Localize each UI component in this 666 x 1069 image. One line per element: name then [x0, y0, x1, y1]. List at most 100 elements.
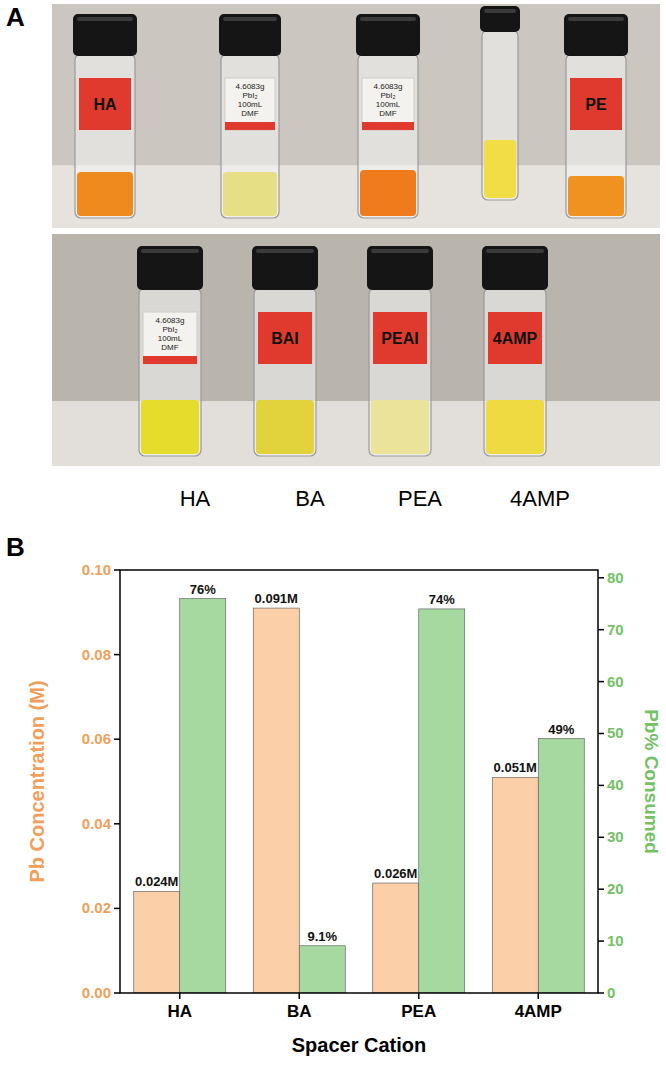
- vial-cap: [480, 6, 520, 32]
- x-axis-title: Spacer Cation: [292, 1034, 426, 1056]
- bar: [180, 599, 226, 993]
- vial-label-line: 4.6083g: [236, 82, 265, 91]
- y2-tick: [598, 577, 604, 579]
- x-tick-label: 4AMP: [515, 1002, 562, 1021]
- y2-tick-label: 50: [607, 724, 624, 741]
- y2-axis-title: Pb% Consumed: [641, 709, 662, 854]
- bar: [419, 609, 465, 993]
- vial-label: 4.6083gPbI₂100mLDMF: [374, 82, 403, 118]
- vial-label: 4.6083gPbI₂100mLDMF: [236, 82, 265, 118]
- vial-label: 4AMP: [493, 330, 538, 347]
- vial-tape-red: [143, 356, 197, 364]
- vial-label: PEAI: [381, 330, 418, 347]
- vial-label-line: PbI₂: [380, 91, 395, 100]
- photo-caption: BA: [295, 486, 325, 511]
- vial-cap-highlight: [486, 249, 544, 253]
- photo-bottom: 4.6083gPbI₂100mLDMFBAIPEAI4AMP: [52, 234, 660, 466]
- data-label: 0.024M: [135, 874, 178, 889]
- vial-cap-highlight: [77, 17, 133, 21]
- vial-label-line: 4.6083g: [374, 82, 403, 91]
- vial-cap: [252, 246, 318, 290]
- vial-label-line: PbI₂: [162, 325, 177, 334]
- vial-tape: [488, 312, 542, 364]
- y-tick: [114, 908, 120, 910]
- vial-cap-highlight: [141, 249, 199, 253]
- photo-top: HA4.6083gPbI₂100mLDMF4.6083gPbI₂100mLDMF…: [52, 4, 660, 228]
- x-tick-label: HA: [167, 1002, 192, 1021]
- bar: [134, 891, 180, 993]
- bar: [492, 777, 538, 993]
- vial-glass: [482, 30, 518, 200]
- y2-tick-label: 10: [607, 932, 624, 949]
- vial-label-line: DMF: [241, 109, 258, 118]
- y2-tick: [598, 629, 604, 631]
- vial-tape-red: [362, 122, 414, 130]
- vial-label-line: 4.6083g: [156, 316, 185, 325]
- y-axis-title: Pb Concentration (M): [26, 680, 48, 882]
- vial-glass: [221, 54, 279, 218]
- y2-tick: [598, 940, 604, 942]
- vial-cap-highlight: [568, 17, 624, 21]
- y-tick: [114, 738, 120, 740]
- vial-label: BAI: [271, 330, 299, 347]
- panel-letter: B: [6, 532, 25, 562]
- x-tick-label: BA: [287, 1002, 312, 1021]
- photo-caption: PEA: [398, 486, 442, 511]
- y2-tick-label: 60: [607, 673, 624, 690]
- y-tick: [114, 823, 120, 825]
- x-tick: [299, 993, 301, 999]
- vial-tape: [225, 78, 275, 130]
- bar: [299, 946, 345, 993]
- vial-label-line: 100mL: [376, 100, 401, 109]
- vial-glass: [369, 288, 431, 456]
- y-tick-label: 0.10: [82, 561, 111, 578]
- photo-caption: 4AMP: [510, 486, 570, 511]
- vial-liquid: [360, 170, 416, 216]
- vial-label: HA: [93, 96, 117, 113]
- y2-tick: [598, 888, 604, 890]
- y-tick-label: 0.06: [82, 730, 111, 747]
- vial-cap: [564, 14, 628, 56]
- data-label: 9.1%: [307, 929, 337, 944]
- vial-glass: [139, 288, 201, 456]
- vial-label-line: 100mL: [238, 100, 263, 109]
- y2-tick: [598, 785, 604, 787]
- y-tick-label: 0.04: [82, 815, 112, 832]
- vial-tape: [373, 312, 427, 364]
- vial-liquid: [484, 140, 516, 198]
- y-tick-label: 0.02: [82, 899, 111, 916]
- vial-tape-red: [225, 122, 275, 130]
- data-label: 0.026M: [374, 866, 417, 881]
- vial-label-line: DMF: [379, 109, 396, 118]
- vial-cap: [73, 14, 137, 56]
- x-tick: [179, 993, 181, 999]
- vial-glass: [254, 288, 316, 456]
- vial-cap-highlight: [371, 249, 429, 253]
- vial-cap-highlight: [360, 17, 416, 21]
- y2-tick-label: 30: [607, 828, 624, 845]
- y-tick: [114, 569, 120, 571]
- vial-cap: [356, 14, 420, 56]
- vial-liquid: [141, 400, 199, 454]
- vial-label-line: PbI₂: [242, 91, 257, 100]
- data-label: 76%: [190, 582, 216, 597]
- y-tick-label: 0.00: [82, 984, 111, 1001]
- y-tick-label: 0.08: [82, 646, 111, 663]
- vial-cap: [367, 246, 433, 290]
- y2-tick-label: 70: [607, 621, 624, 638]
- vial-cap-highlight: [223, 17, 277, 21]
- plot-frame: [120, 570, 598, 993]
- y2-tick-label: 20: [607, 880, 624, 897]
- vial-liquid: [77, 172, 133, 216]
- vial-tape: [258, 312, 312, 364]
- y2-tick: [598, 992, 604, 994]
- vial-cap-highlight: [256, 249, 314, 253]
- vial-label-line: 100mL: [158, 334, 183, 343]
- vial-cap: [137, 246, 203, 290]
- vial-tape: [79, 78, 131, 130]
- vial-liquid: [256, 400, 314, 454]
- vial-liquid: [223, 172, 277, 216]
- figure: AHA4.6083gPbI₂100mLDMF4.6083gPbI₂100mLDM…: [0, 0, 666, 1069]
- vial-label: PE: [585, 96, 607, 113]
- vial-tape: [362, 78, 414, 130]
